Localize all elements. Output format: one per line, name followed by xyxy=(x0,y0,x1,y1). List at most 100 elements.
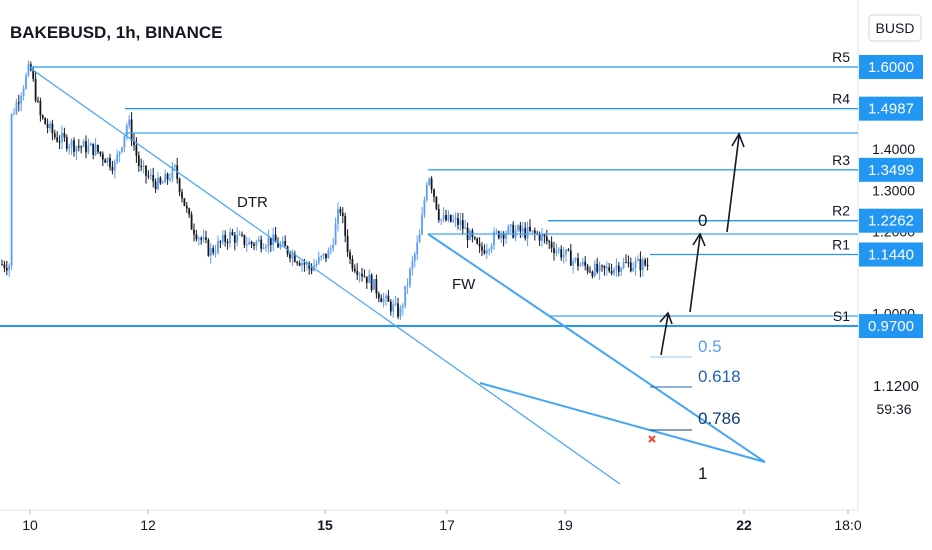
candle-body xyxy=(634,260,637,268)
fib-1-label: 1 xyxy=(698,464,707,483)
candle-body xyxy=(209,248,212,256)
candle-body xyxy=(421,215,423,235)
candle-body xyxy=(73,140,75,152)
candle-body xyxy=(473,236,476,239)
candle-body xyxy=(22,88,25,96)
candle-body xyxy=(505,233,507,239)
fib-0-label: 0 xyxy=(698,211,707,230)
candle-body xyxy=(233,234,236,243)
candle-body xyxy=(358,273,361,275)
countdown-timer: 59:36 xyxy=(876,401,911,417)
candle-body xyxy=(567,249,570,251)
candle-body xyxy=(1,264,3,266)
projection-arrows xyxy=(659,132,745,356)
level-price-badges: 1.6000 1.4987 1.3499 1.2262 1.1440 0.9700 xyxy=(859,55,923,339)
currency-button-bg[interactable] xyxy=(868,14,922,42)
candle-body xyxy=(615,265,618,269)
candle-body xyxy=(27,64,30,76)
candle-body xyxy=(531,230,534,232)
candle-body xyxy=(154,181,157,190)
candle-body xyxy=(637,258,639,261)
price-badge-r5: 1.6000 xyxy=(868,59,914,76)
candle-body xyxy=(92,143,95,155)
candle-body xyxy=(277,242,279,248)
candle-body xyxy=(80,146,83,148)
candle-body xyxy=(461,220,464,229)
candle-body xyxy=(123,135,126,148)
candle-body xyxy=(37,100,39,102)
candle-body xyxy=(365,276,368,283)
candle-body xyxy=(529,226,531,231)
price-badge-r2: 1.2262 xyxy=(868,213,914,230)
price-badge-r4: 1.4987 xyxy=(868,101,914,118)
time-tick-label: 22 xyxy=(736,517,752,533)
candle-body xyxy=(133,140,135,146)
candle-body xyxy=(382,298,385,303)
trend-lines xyxy=(29,67,858,485)
candle-body xyxy=(99,151,102,154)
candle-body xyxy=(269,237,272,245)
candle-body xyxy=(161,182,164,184)
dtr-label: DTR xyxy=(237,194,268,211)
candle-body xyxy=(260,239,263,249)
candle-body xyxy=(341,212,344,216)
candle-body xyxy=(579,264,582,267)
price-badge-bg-s1 xyxy=(859,314,923,339)
candle-body xyxy=(409,268,411,286)
candle-body xyxy=(157,177,159,190)
candle-body xyxy=(562,254,565,258)
candle-body xyxy=(565,249,567,255)
candle-body xyxy=(310,268,313,271)
candle-body xyxy=(303,263,306,265)
candle-body xyxy=(178,178,181,193)
candle-body xyxy=(502,232,505,239)
candle-body xyxy=(315,263,318,266)
level-label-r2: R2 xyxy=(832,203,850,219)
currency-button-label[interactable]: BUSD xyxy=(876,20,915,36)
currency-button[interactable]: BUSD xyxy=(868,14,922,42)
candle-body xyxy=(613,268,615,274)
candle-body xyxy=(320,255,323,258)
candle-body xyxy=(507,226,510,234)
fw-upper-line[interactable] xyxy=(427,233,766,463)
candle-body xyxy=(34,78,37,101)
candle-body xyxy=(339,209,342,213)
candle-body xyxy=(459,220,462,225)
fib-0618-label: 0.618 xyxy=(698,367,741,386)
dtr-line[interactable] xyxy=(29,67,621,485)
candle-body xyxy=(226,241,229,243)
candle-body xyxy=(581,261,584,265)
candle-body xyxy=(437,208,440,221)
candle-body xyxy=(32,70,35,79)
price-badge-r1: 1.1440 xyxy=(868,247,914,264)
arrow-to-r4-head xyxy=(731,132,745,148)
candle-body xyxy=(171,166,174,180)
candle-body xyxy=(356,271,359,275)
candle-body xyxy=(632,267,635,272)
candle-body xyxy=(149,175,152,177)
candle-body xyxy=(289,254,291,259)
price-badge-r3: 1.3499 xyxy=(868,162,914,179)
candle-body xyxy=(202,237,205,240)
candle-body xyxy=(301,263,303,266)
candle-body xyxy=(284,241,287,247)
candle-body xyxy=(435,196,438,209)
candle-body xyxy=(116,154,119,163)
price-badge-bg-r2 xyxy=(859,208,923,233)
candle-body xyxy=(373,279,375,290)
candle-body xyxy=(627,262,630,264)
fw-lower-line[interactable] xyxy=(479,382,766,463)
candle-body xyxy=(322,253,325,256)
candle-body xyxy=(524,228,527,239)
candle-body xyxy=(44,117,47,125)
candle-body xyxy=(128,119,131,126)
candle-body xyxy=(238,234,241,236)
candle-body xyxy=(401,305,404,308)
candle-body xyxy=(406,285,409,287)
candle-body xyxy=(404,285,407,306)
candle-body xyxy=(430,178,433,190)
candle-body xyxy=(449,214,452,222)
candle-body xyxy=(344,215,347,236)
candle-body xyxy=(308,263,311,269)
